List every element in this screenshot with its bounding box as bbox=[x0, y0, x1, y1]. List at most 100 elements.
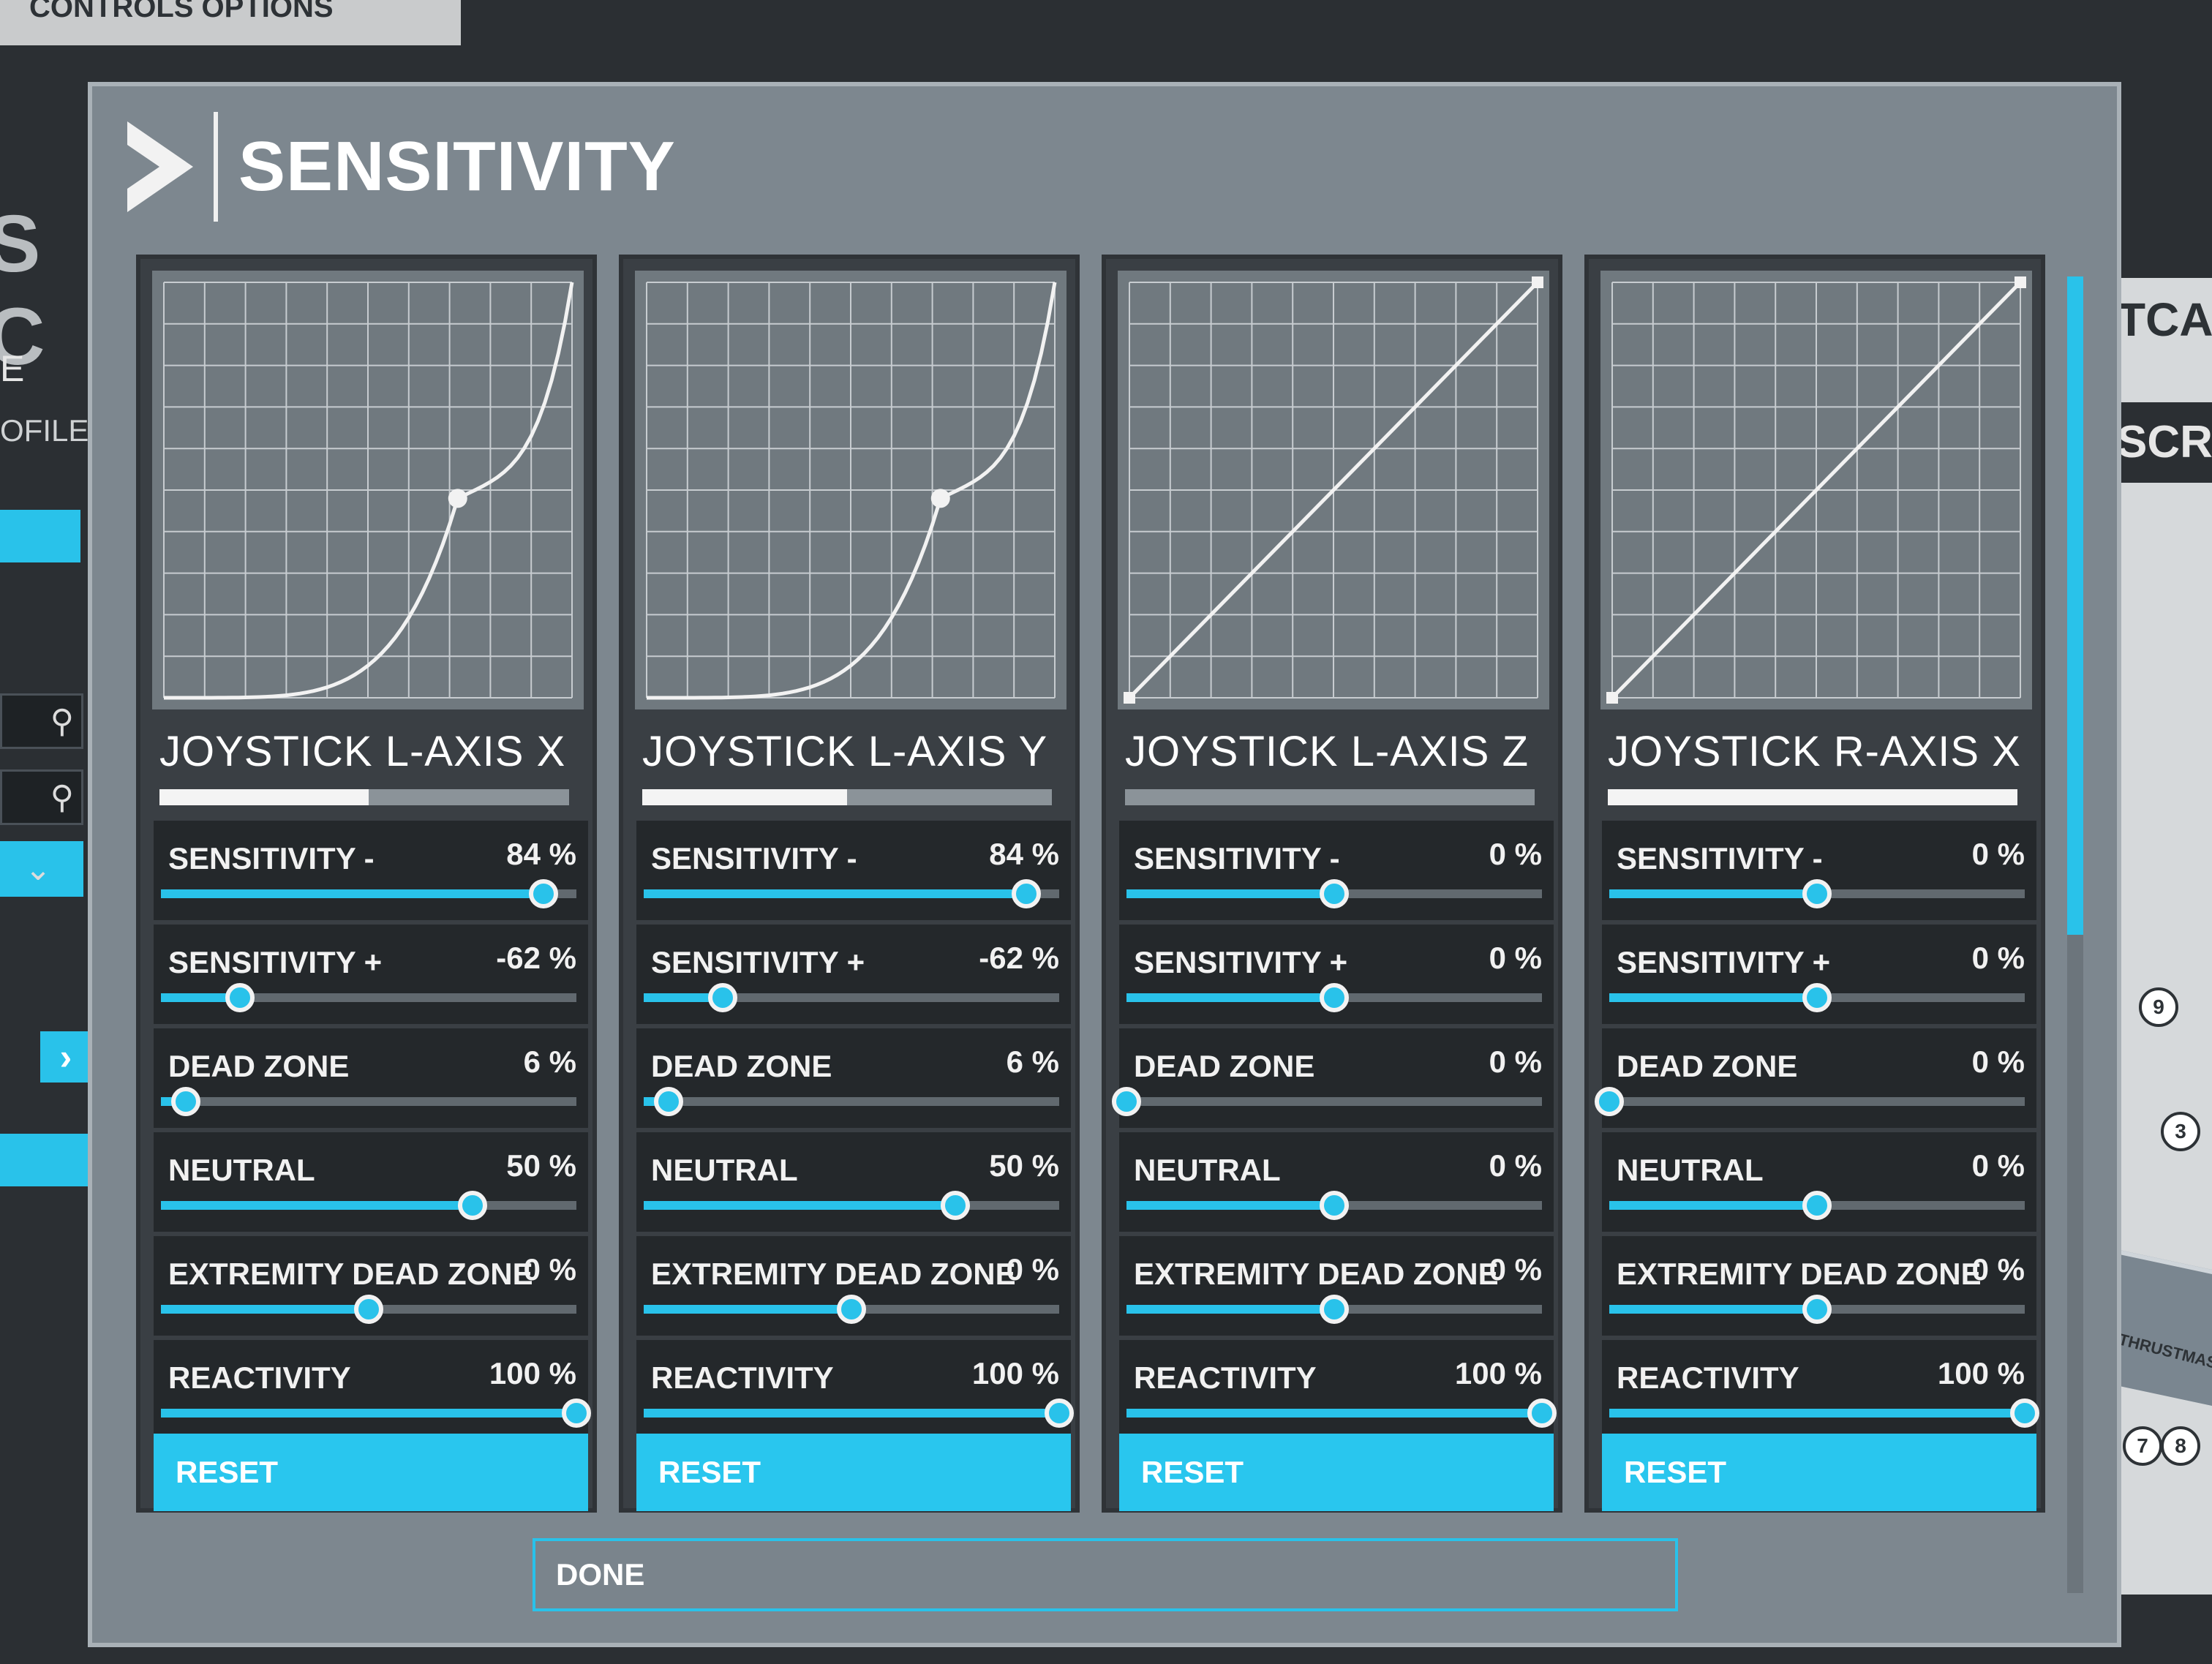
slider-handle[interactable] bbox=[654, 1087, 684, 1116]
slider-handle[interactable] bbox=[2010, 1398, 2039, 1428]
setting-slider[interactable] bbox=[644, 1295, 1059, 1324]
setting-row: EXTREMITY DEAD ZONE 0 % bbox=[636, 1236, 1071, 1336]
dropdown-toggle[interactable]: ⌄ bbox=[0, 841, 83, 897]
curve-graph-area bbox=[1600, 271, 2032, 709]
scrollbar-thumb[interactable] bbox=[2067, 276, 2083, 935]
search-icon[interactable]: ⚲ bbox=[50, 703, 74, 739]
controls-options-tab-label: CONTROLS OPTIONS bbox=[29, 0, 334, 23]
setting-slider[interactable] bbox=[161, 1191, 576, 1220]
slider-handle[interactable] bbox=[1011, 879, 1041, 908]
curve-endpoint[interactable] bbox=[1124, 692, 1135, 704]
search-icon[interactable]: ⚲ bbox=[50, 779, 74, 816]
slider-handle[interactable] bbox=[562, 1398, 591, 1428]
reset-button[interactable]: RESET bbox=[154, 1434, 588, 1511]
setting-slider[interactable] bbox=[644, 983, 1059, 1012]
slider-handle[interactable] bbox=[1320, 1191, 1349, 1220]
setting-label: SENSITIVITY + bbox=[1134, 945, 1348, 979]
modal-scrollbar[interactable] bbox=[2067, 276, 2083, 1593]
axis-name: JOYSTICK L-AXIS Z bbox=[1125, 728, 1529, 775]
setting-row: DEAD ZONE 6 % bbox=[154, 1028, 588, 1128]
slider-handle[interactable] bbox=[707, 983, 737, 1012]
slider-handle[interactable] bbox=[1527, 1398, 1557, 1428]
setting-slider[interactable] bbox=[1126, 1295, 1542, 1324]
curve-endpoint[interactable] bbox=[1606, 692, 1618, 704]
setting-row: NEUTRAL 50 % bbox=[154, 1132, 588, 1232]
slider-fill bbox=[644, 993, 723, 1002]
setting-slider[interactable] bbox=[1609, 1191, 2025, 1220]
setting-slider[interactable] bbox=[644, 1087, 1059, 1116]
neutral-point-handle[interactable] bbox=[448, 489, 467, 508]
slider-handle[interactable] bbox=[941, 1191, 970, 1220]
axis-panel: JOYSTICK L-AXIS Y SENSITIVITY -84 % SENSIT… bbox=[619, 255, 1080, 1513]
setting-slider[interactable] bbox=[1595, 1087, 2025, 1116]
setting-slider[interactable] bbox=[644, 1398, 1074, 1428]
setting-value: 100 % bbox=[1454, 1356, 1542, 1390]
setting-value: 84 % bbox=[506, 837, 576, 871]
setting-label: SENSITIVITY - bbox=[168, 841, 375, 876]
neutral-point-handle[interactable] bbox=[930, 489, 950, 508]
setting-slider[interactable] bbox=[1126, 1398, 1557, 1428]
slider-handle[interactable] bbox=[837, 1295, 866, 1324]
slider-handle[interactable] bbox=[1802, 983, 1832, 1012]
axis-input-level-bar bbox=[159, 789, 569, 805]
slider-handle[interactable] bbox=[1802, 879, 1832, 908]
setting-slider[interactable] bbox=[644, 1191, 1059, 1220]
axis-input-level-bar bbox=[642, 789, 1052, 805]
setting-row: DEAD ZONE 0 % bbox=[1595, 1028, 2036, 1128]
slider-handle[interactable] bbox=[1320, 983, 1349, 1012]
slider-handle[interactable] bbox=[1320, 879, 1349, 908]
setting-slider[interactable] bbox=[1126, 983, 1542, 1012]
slider-handle[interactable] bbox=[1045, 1398, 1074, 1428]
slider-handle[interactable] bbox=[1112, 1087, 1141, 1116]
setting-slider[interactable] bbox=[161, 1398, 591, 1428]
setting-slider[interactable] bbox=[1112, 1087, 1542, 1116]
slider-handle[interactable] bbox=[225, 983, 255, 1012]
slider-handle[interactable] bbox=[1802, 1295, 1832, 1324]
reset-button[interactable]: RESET bbox=[1119, 1434, 1554, 1511]
controls-options-tab[interactable]: CONTROLS OPTIONS bbox=[0, 0, 461, 45]
setting-slider[interactable] bbox=[161, 1087, 576, 1116]
chevron-right-button[interactable]: › bbox=[40, 1031, 91, 1083]
background-blue-button[interactable] bbox=[0, 510, 80, 562]
search-field-1[interactable]: ⚲ bbox=[0, 693, 83, 749]
setting-label: DEAD ZONE bbox=[1134, 1049, 1315, 1083]
modal-header: SENSITIVITY bbox=[121, 108, 676, 225]
setting-slider[interactable] bbox=[644, 879, 1059, 908]
setting-label: SENSITIVITY + bbox=[651, 945, 865, 979]
curve-endpoint[interactable] bbox=[2014, 276, 2026, 288]
slider-fill bbox=[161, 1305, 369, 1314]
slider-fill bbox=[161, 1201, 473, 1210]
done-button[interactable]: DONE bbox=[533, 1538, 1678, 1611]
setting-slider[interactable] bbox=[1126, 1191, 1542, 1220]
slider-fill bbox=[644, 1201, 955, 1210]
axis-input-level-bar bbox=[1125, 789, 1535, 805]
setting-slider[interactable] bbox=[1609, 983, 2025, 1012]
modal-title: SENSITIVITY bbox=[238, 127, 676, 206]
slider-handle[interactable] bbox=[1320, 1295, 1349, 1324]
curve-endpoint[interactable] bbox=[1532, 276, 1543, 288]
reset-button[interactable]: RESET bbox=[636, 1434, 1071, 1511]
slider-handle[interactable] bbox=[528, 879, 558, 908]
setting-slider[interactable] bbox=[1609, 1398, 2039, 1428]
slider-handle[interactable] bbox=[1595, 1087, 1624, 1116]
setting-slider[interactable] bbox=[1126, 879, 1542, 908]
setting-row: EXTREMITY DEAD ZONE 0 % bbox=[1602, 1236, 2036, 1336]
setting-slider[interactable] bbox=[161, 879, 576, 908]
setting-slider[interactable] bbox=[161, 983, 576, 1012]
setting-slider[interactable] bbox=[161, 1295, 576, 1324]
setting-value: 100 % bbox=[971, 1356, 1059, 1390]
chevron-down-icon: ⌄ bbox=[24, 851, 52, 887]
reset-button[interactable]: RESET bbox=[1602, 1434, 2036, 1511]
setting-slider[interactable] bbox=[1609, 1295, 2025, 1324]
curve-graph-area bbox=[152, 271, 584, 709]
slider-handle[interactable] bbox=[458, 1191, 487, 1220]
setting-slider[interactable] bbox=[1609, 879, 2025, 908]
slider-handle[interactable] bbox=[1802, 1191, 1832, 1220]
axis-name: JOYSTICK L-AXIS Y bbox=[642, 728, 1048, 775]
slider-handle[interactable] bbox=[171, 1087, 201, 1116]
search-field-2[interactable]: ⚲ bbox=[0, 769, 83, 825]
slider-handle[interactable] bbox=[354, 1295, 383, 1324]
slider-fill bbox=[1609, 993, 1817, 1002]
setting-row: REACTIVITY 100 % bbox=[636, 1340, 1074, 1439]
background-blue-button-2[interactable] bbox=[0, 1134, 94, 1186]
